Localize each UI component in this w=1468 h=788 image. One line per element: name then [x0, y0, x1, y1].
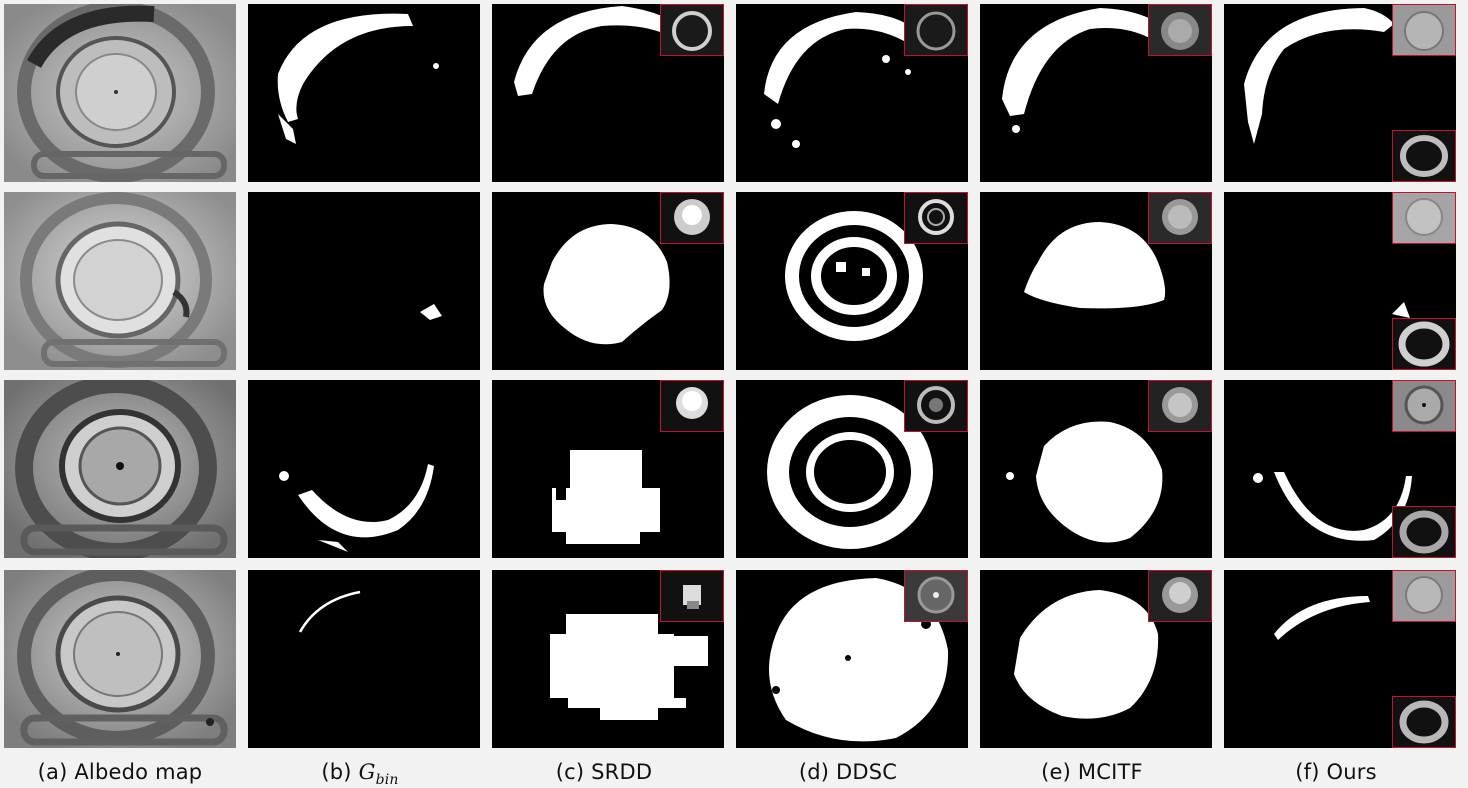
caption-gbin-prefix: (b) — [321, 760, 352, 784]
srdd-mask — [492, 380, 724, 558]
srdd-mask — [492, 570, 724, 748]
mcitf-inset-top — [1148, 380, 1212, 432]
caption-gbin-symbol: Gbin — [358, 760, 399, 788]
mcitf-inset-top — [1148, 4, 1212, 56]
albedo-map-image — [4, 4, 236, 182]
gbin-mask — [248, 570, 480, 748]
ours-inset-top — [1392, 4, 1456, 56]
caption-gbin-subscript: bin — [375, 772, 399, 788]
mcitf-mask — [980, 380, 1212, 558]
srdd-inset-top — [660, 4, 724, 56]
caption-ddsc: (d) DDSC — [798, 760, 898, 784]
ours-mask — [1224, 380, 1456, 558]
caption-row: (a) Albedo map (b) Gbin (c) SRDD (d) DDS… — [0, 756, 1468, 788]
mcitf-mask — [980, 4, 1212, 182]
ours-inset-top — [1392, 380, 1456, 432]
ours-inset-top — [1392, 192, 1456, 244]
albedo-map-image — [4, 192, 236, 370]
figure-row-4 — [4, 570, 1466, 748]
mcitf-mask — [980, 192, 1212, 370]
ours-mask — [1224, 4, 1456, 182]
caption-albedo-map: (a) Albedo map — [37, 760, 203, 784]
srdd-mask — [492, 4, 724, 182]
ours-inset-bottom — [1392, 318, 1456, 370]
ours-mask — [1224, 570, 1456, 748]
albedo-map-image — [4, 380, 236, 558]
ours-mask — [1224, 192, 1456, 370]
ddsc-inset-top — [904, 4, 968, 56]
mcitf-mask — [980, 570, 1212, 748]
ours-inset-bottom — [1392, 130, 1456, 182]
caption-srdd: (c) SRDD — [555, 760, 653, 784]
figure-row-2 — [4, 192, 1466, 370]
ddsc-mask — [736, 570, 968, 748]
caption-ours: (f) Ours — [1295, 760, 1377, 784]
caption-gbin-letter: G — [358, 760, 376, 784]
ours-inset-bottom — [1392, 506, 1456, 558]
mcitf-inset-top — [1148, 570, 1212, 622]
figure-row-1 — [4, 4, 1466, 182]
ours-inset-top — [1392, 570, 1456, 622]
mcitf-inset-top — [1148, 192, 1212, 244]
ours-inset-bottom — [1392, 696, 1456, 748]
ddsc-inset-top — [904, 380, 968, 432]
caption-mcitf: (e) MCITF — [1041, 760, 1143, 784]
srdd-inset-top — [660, 570, 724, 622]
ddsc-inset-top — [904, 570, 968, 622]
gbin-mask — [248, 4, 480, 182]
srdd-inset-top — [660, 192, 724, 244]
figure-row-3 — [4, 380, 1466, 558]
ddsc-mask — [736, 192, 968, 370]
ddsc-inset-top — [904, 192, 968, 244]
gbin-mask — [248, 192, 480, 370]
ddsc-mask — [736, 380, 968, 558]
caption-gbin: (b) Gbin — [240, 760, 480, 788]
srdd-inset-top — [660, 380, 724, 432]
gbin-mask — [248, 380, 480, 558]
albedo-map-image — [4, 570, 236, 748]
ddsc-mask — [736, 4, 968, 182]
srdd-mask — [492, 192, 724, 370]
